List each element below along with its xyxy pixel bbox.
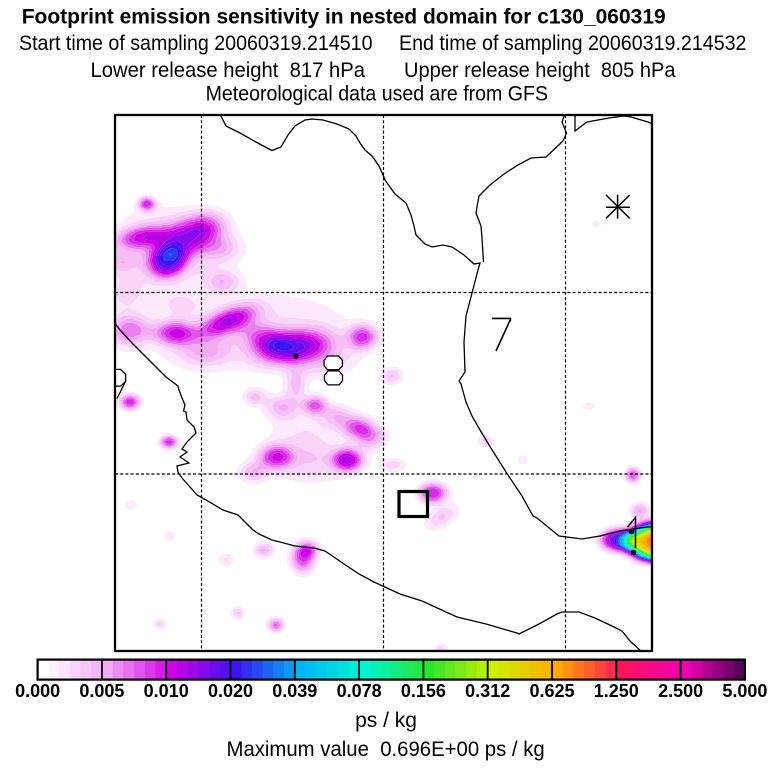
- svg-text:Maximum value 0.696E+00 ps /: Maximum value 0.696E+00 ps / kg: [227, 738, 545, 761]
- svg-text:Footprint emission sensitivity: Footprint emission sensitivity in nested…: [22, 5, 666, 28]
- svg-text:Meteorological data used are f: Meteorological data used are from GFS: [206, 83, 548, 106]
- svg-text:End time of sampling 20060319.: End time of sampling 20060319.214532: [399, 32, 747, 55]
- svg-text:Start time of sampling 2006031: Start time of sampling 20060319.214510: [19, 32, 373, 55]
- svg-text:0.156: 0.156: [401, 681, 446, 701]
- svg-text:0.078: 0.078: [337, 681, 382, 701]
- svg-text:0.020: 0.020: [208, 681, 253, 701]
- svg-text:Upper release height 805 hPa: Upper release height 805 hPa: [404, 59, 676, 82]
- svg-text:0.005: 0.005: [79, 681, 124, 701]
- svg-text:2.500: 2.500: [658, 681, 703, 701]
- svg-text:0.000: 0.000: [15, 681, 60, 701]
- svg-text:0.312: 0.312: [465, 681, 510, 701]
- svg-text:0.010: 0.010: [144, 681, 189, 701]
- svg-text:0.039: 0.039: [272, 681, 317, 701]
- svg-text:0.625: 0.625: [529, 681, 574, 701]
- svg-text:1.250: 1.250: [594, 681, 639, 701]
- svg-text:Lower release height 817 hPa: Lower release height 817 hPa: [91, 59, 366, 82]
- svg-text:ps / kg: ps / kg: [355, 709, 417, 732]
- svg-text:5.000: 5.000: [722, 681, 767, 701]
